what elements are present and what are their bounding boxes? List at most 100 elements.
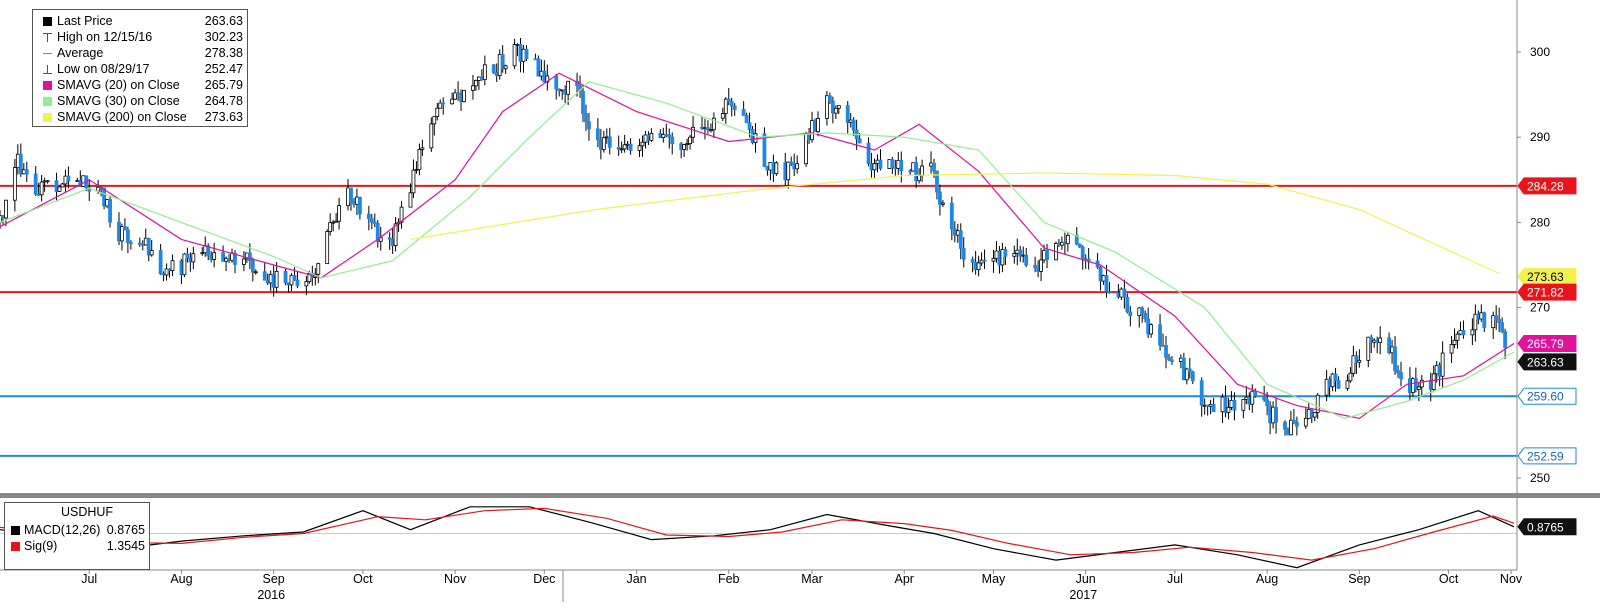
candle-body (420, 147, 425, 150)
y-tick-label: 300 (1530, 45, 1550, 59)
candle-body (997, 250, 1002, 266)
candle-body (1015, 249, 1020, 254)
candle-body (685, 143, 690, 146)
legend-item-smavg-20: SMAVG (20) on Close 265.79 (37, 77, 243, 93)
candle-body (825, 95, 829, 119)
candle-body (289, 274, 294, 286)
candle-body (45, 180, 50, 183)
candle-body (161, 273, 166, 276)
candle-body (120, 226, 124, 242)
price-tag-6: 252.59 (1517, 447, 1577, 465)
candle-body (1434, 364, 1439, 375)
candle-body (955, 230, 960, 236)
candle-body (836, 105, 841, 109)
candle-body (179, 260, 184, 276)
candle-body (786, 161, 791, 181)
legend-item-last-price: Last Price 263.63 (37, 13, 243, 29)
candle-body (646, 134, 651, 141)
legend-value: 265.79 (204, 78, 243, 92)
candle-body (539, 70, 544, 77)
legend-item-average: Average 278.38 (37, 45, 243, 61)
candle-body (0, 215, 2, 223)
price-tag-4: 263.63 (1517, 353, 1577, 371)
candle-body (408, 192, 413, 208)
candle-body (563, 89, 568, 95)
candle-body (958, 230, 963, 249)
high-marker-icon (43, 32, 52, 42)
smavg-20-swatch (43, 80, 52, 90)
candle-body (1080, 246, 1085, 260)
legend-label: MACD(12,26) (24, 523, 101, 537)
macd-legend-title: USDHUF (60, 505, 114, 519)
candle-body (105, 199, 109, 207)
candle-body (393, 223, 398, 246)
candle-body (1437, 364, 1442, 377)
candle-body (1202, 404, 1207, 407)
candle-body (96, 186, 101, 192)
legend-item-macd: MACD(12,26) 0.8765 (9, 522, 145, 538)
candle-body (123, 226, 127, 231)
candle-body (126, 229, 130, 243)
x-tick-label: Oct (1439, 572, 1459, 586)
candle-body (952, 228, 957, 236)
candle-body (750, 129, 755, 144)
candle-body (833, 107, 838, 114)
candle-body (1461, 330, 1466, 336)
candle-body (792, 163, 797, 170)
candle-body (1128, 311, 1133, 317)
candle-body (643, 134, 648, 143)
candle-body (1045, 250, 1049, 261)
candle-body (1327, 378, 1332, 388)
candle-body (911, 162, 916, 172)
candle-body (1003, 249, 1008, 257)
legend-item-smavg-200: SMAVG (200) on Close 273.63 (37, 109, 243, 125)
x-tick-label: Aug (170, 572, 192, 586)
candle-body (765, 166, 770, 171)
candle-body (128, 242, 133, 244)
candle-body (479, 76, 484, 81)
candle-body (1244, 396, 1249, 400)
candle-body (1387, 337, 1391, 354)
candle-body (1416, 386, 1421, 390)
candle-body (533, 58, 538, 61)
candle-body (1330, 373, 1335, 388)
candle-body (961, 247, 966, 260)
candle-body (117, 221, 121, 242)
candle-body (1116, 292, 1121, 298)
candle-body (935, 170, 939, 193)
average-line-icon (43, 48, 52, 58)
candle-body (149, 250, 154, 256)
price-tag-bg (1517, 177, 1577, 195)
candle-body (1149, 324, 1154, 335)
candle-body (253, 271, 258, 274)
legend-value: 0.8765 (106, 523, 145, 537)
candle-body (435, 107, 440, 118)
candle-body (1292, 419, 1296, 423)
candle-body (1470, 329, 1475, 336)
candle-body (887, 159, 892, 169)
candle-body (224, 258, 228, 262)
candle-body (1247, 396, 1252, 405)
candle-body (1241, 398, 1246, 411)
candle-body (75, 180, 80, 182)
candle-body (227, 258, 231, 261)
candle-body (164, 268, 169, 276)
candle-body (262, 271, 267, 281)
candle-body (637, 145, 642, 151)
candle-body (581, 90, 585, 114)
candle-body (830, 100, 835, 114)
moving-average-line-1 (0, 81, 1515, 420)
candle-body (441, 102, 446, 105)
candle-body (1074, 234, 1079, 245)
candle-body (1220, 396, 1225, 413)
price-tag-label: 284.28 (1527, 179, 1564, 193)
candle-body (268, 274, 273, 284)
candle-body (1372, 339, 1377, 343)
candle-body (1312, 412, 1317, 418)
candle-body (143, 237, 148, 246)
candle-body (1107, 291, 1112, 294)
candle-body (595, 128, 600, 141)
candle-body (816, 117, 820, 133)
candle-body (1324, 378, 1329, 396)
legend-item-smavg-30: SMAVG (30) on Close 264.78 (37, 93, 243, 109)
